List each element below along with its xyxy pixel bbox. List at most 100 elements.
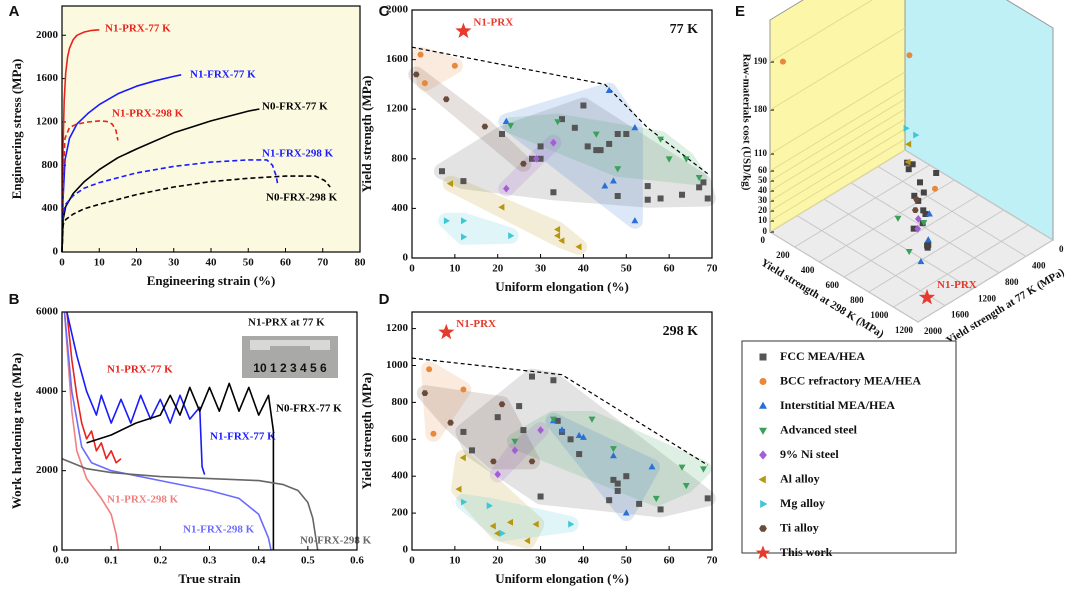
x-tick-label: 20 bbox=[492, 263, 504, 275]
y-tick-label: 0 bbox=[403, 252, 409, 264]
data-point bbox=[455, 485, 462, 493]
series-label: N0-FRX-77 K bbox=[262, 101, 328, 113]
data-point bbox=[894, 215, 902, 222]
z-tick-label: 20 bbox=[758, 205, 768, 215]
data-point bbox=[550, 189, 557, 196]
legend-marker bbox=[755, 545, 771, 560]
data-point bbox=[606, 140, 613, 147]
data-point bbox=[554, 119, 562, 126]
x-tick-label: 30 bbox=[535, 263, 547, 275]
x-tick-label: 0 bbox=[59, 257, 65, 269]
wall-grid-line bbox=[769, 98, 906, 182]
data-point bbox=[584, 143, 591, 150]
y-tick-label: 800 bbox=[850, 295, 864, 305]
data-point bbox=[695, 175, 703, 182]
z-tick-label: 110 bbox=[754, 148, 768, 158]
y-tick-label: 400 bbox=[42, 202, 59, 214]
series-label: N1-PRX-77 K bbox=[107, 364, 173, 376]
data-point bbox=[537, 493, 544, 500]
x-tick-label: 70 bbox=[317, 257, 329, 269]
data-point bbox=[657, 506, 664, 513]
data-point bbox=[652, 495, 660, 503]
legend-label: This work bbox=[780, 545, 833, 559]
x-tick-label: 10 bbox=[449, 263, 461, 275]
data-point bbox=[665, 156, 673, 163]
data-point bbox=[601, 182, 609, 189]
x-tick-label: 40 bbox=[206, 257, 218, 269]
data-point bbox=[682, 483, 690, 490]
data-point bbox=[550, 138, 557, 147]
y-tick-label: 1200 bbox=[386, 103, 409, 115]
z-tick-label: 0 bbox=[763, 226, 768, 236]
legend-label: Advanced steel bbox=[780, 422, 858, 436]
data-point bbox=[910, 225, 917, 232]
wall-grid-line bbox=[769, 149, 906, 233]
data-point bbox=[502, 117, 510, 124]
y-tick-label: 4000 bbox=[36, 385, 59, 397]
series-label: N0-FRX-298 K bbox=[300, 535, 372, 547]
wall-grid-line bbox=[769, 71, 906, 155]
data-point bbox=[537, 155, 544, 162]
legend-marker bbox=[760, 500, 768, 508]
group-region bbox=[545, 412, 660, 522]
data-point bbox=[426, 366, 433, 373]
floor-grid-line bbox=[868, 209, 1004, 293]
x-axis-title: Uniform elongation (%) bbox=[495, 279, 629, 294]
data-point bbox=[511, 446, 519, 455]
z-tick-label: 40 bbox=[758, 185, 768, 195]
y-tick-label: 800 bbox=[392, 152, 409, 164]
legend-marker bbox=[759, 427, 767, 435]
data-point bbox=[469, 447, 475, 454]
y-tick-label: 400 bbox=[392, 202, 409, 214]
x-tick-label: 10 bbox=[94, 257, 106, 269]
series-line bbox=[63, 311, 120, 551]
legend-marker bbox=[758, 475, 766, 484]
data-point bbox=[528, 458, 536, 465]
series-label: N1-FRX-298 K bbox=[183, 524, 255, 536]
y-tick-label: 2000 bbox=[386, 4, 409, 16]
x-tick-label: 80 bbox=[355, 257, 367, 269]
x-tick-label: 0.6 bbox=[350, 555, 364, 567]
data-point bbox=[460, 178, 467, 185]
data-point bbox=[912, 207, 919, 213]
y-tick-label: 800 bbox=[42, 159, 59, 171]
data-point bbox=[704, 195, 711, 202]
data-point bbox=[648, 463, 656, 470]
data-point bbox=[417, 51, 424, 58]
series-label: N1-FRX-77 K bbox=[210, 431, 276, 443]
data-point bbox=[911, 192, 918, 199]
data-point bbox=[413, 71, 420, 78]
y-tick-label: 200 bbox=[392, 507, 409, 519]
data-point bbox=[933, 170, 940, 176]
data-point bbox=[499, 529, 506, 537]
x-tick-label: 0.2 bbox=[153, 555, 167, 567]
data-point bbox=[524, 537, 531, 545]
data-point bbox=[575, 243, 582, 251]
x-tick-label: 0 bbox=[409, 555, 415, 567]
x-tick-label: 0.4 bbox=[252, 555, 266, 567]
y-tick-label: 6000 bbox=[36, 306, 59, 318]
data-point bbox=[920, 220, 928, 227]
x-tick-label: 400 bbox=[1032, 260, 1046, 270]
x-tick-label: 30 bbox=[168, 257, 180, 269]
group-region-shape bbox=[421, 361, 472, 442]
data-point bbox=[554, 232, 561, 240]
data-point bbox=[592, 131, 600, 138]
data-point bbox=[446, 180, 453, 188]
data-point bbox=[443, 217, 450, 225]
x-tick-label: 800 bbox=[1005, 277, 1019, 287]
z-axis-title: Raw-materials cost (USD/kg) bbox=[740, 54, 752, 191]
series-label: N1-PRX-298 K bbox=[107, 494, 179, 506]
data-point bbox=[520, 427, 527, 434]
data-point bbox=[636, 500, 643, 507]
series-label: N1-FRX-298 K bbox=[262, 148, 334, 160]
data-point bbox=[614, 487, 621, 494]
data-point bbox=[461, 217, 468, 225]
legend-marker bbox=[759, 378, 767, 385]
floor-grid-line bbox=[893, 224, 1029, 308]
legend-label: Ti alloy bbox=[780, 520, 819, 534]
data-point bbox=[915, 215, 922, 223]
x-tick-label: 70 bbox=[707, 555, 719, 567]
data-point bbox=[489, 522, 496, 530]
